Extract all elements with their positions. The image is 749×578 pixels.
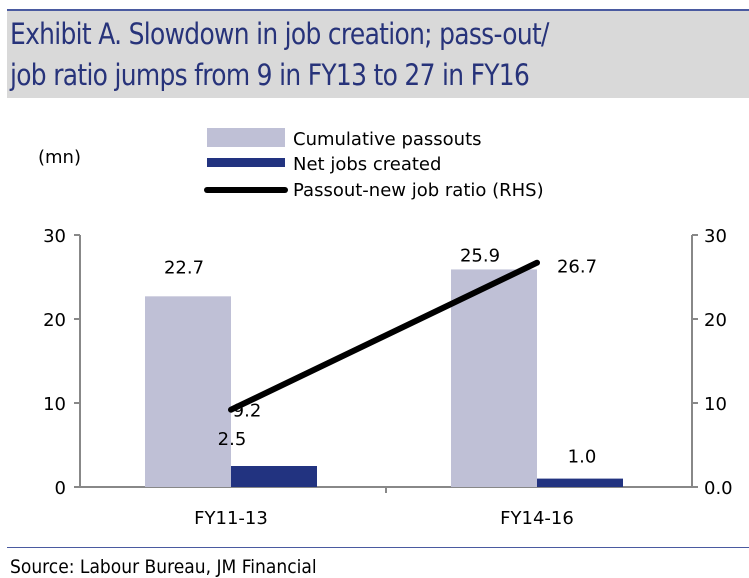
bar-cumulative-passouts — [451, 269, 537, 487]
y2-tick-label: 0.0 — [704, 478, 733, 499]
y2-tick-label: 20 — [704, 310, 727, 331]
y2-tick-label: 30 — [704, 226, 727, 247]
source-note: Source: Labour Bureau, JM Financial — [10, 556, 317, 578]
legend-label-ratio: Passout-new job ratio (RHS) — [293, 180, 544, 201]
title-line-1: Exhibit A. Slowdown in job creation; pas… — [10, 17, 549, 51]
source-divider — [7, 547, 749, 548]
legend-swatch-jobs — [207, 158, 285, 167]
chart-title: Exhibit A. Slowdown in job creation; pas… — [10, 14, 549, 96]
y-tick-label: 20 — [43, 310, 66, 331]
y2-tick-label: 10 — [704, 394, 727, 415]
y-tick-label: 10 — [43, 394, 66, 415]
x-tick-label: FY14-16 — [500, 508, 574, 529]
bar-cumulative-passouts — [145, 296, 231, 487]
data-label-passouts: 25.9 — [460, 245, 500, 266]
unit-label: (mn) — [38, 147, 81, 168]
data-label-passouts: 22.7 — [164, 257, 204, 278]
legend: Cumulative passouts Net jobs created Pas… — [204, 128, 544, 201]
legend-label-passouts: Cumulative passouts — [293, 129, 482, 150]
data-label-jobs: 1.0 — [568, 447, 597, 468]
data-label-ratio: 26.7 — [557, 257, 597, 278]
bar-net-jobs — [537, 478, 623, 487]
x-tick-label: FY11-13 — [194, 508, 268, 529]
title-band — [7, 9, 749, 98]
y-tick-label: 0 — [55, 478, 66, 499]
bar-net-jobs — [231, 466, 317, 487]
line-passout-job-ratio — [228, 259, 540, 413]
legend-swatch-passouts — [207, 128, 285, 147]
y-tick-label: 30 — [43, 226, 66, 247]
title-line-2: job ratio jumps from 9 in FY13 to 27 in … — [10, 58, 530, 92]
data-label-ratio: 9.2 — [233, 401, 262, 422]
legend-label-jobs: Net jobs created — [293, 154, 441, 175]
data-label-jobs: 2.5 — [218, 429, 247, 450]
